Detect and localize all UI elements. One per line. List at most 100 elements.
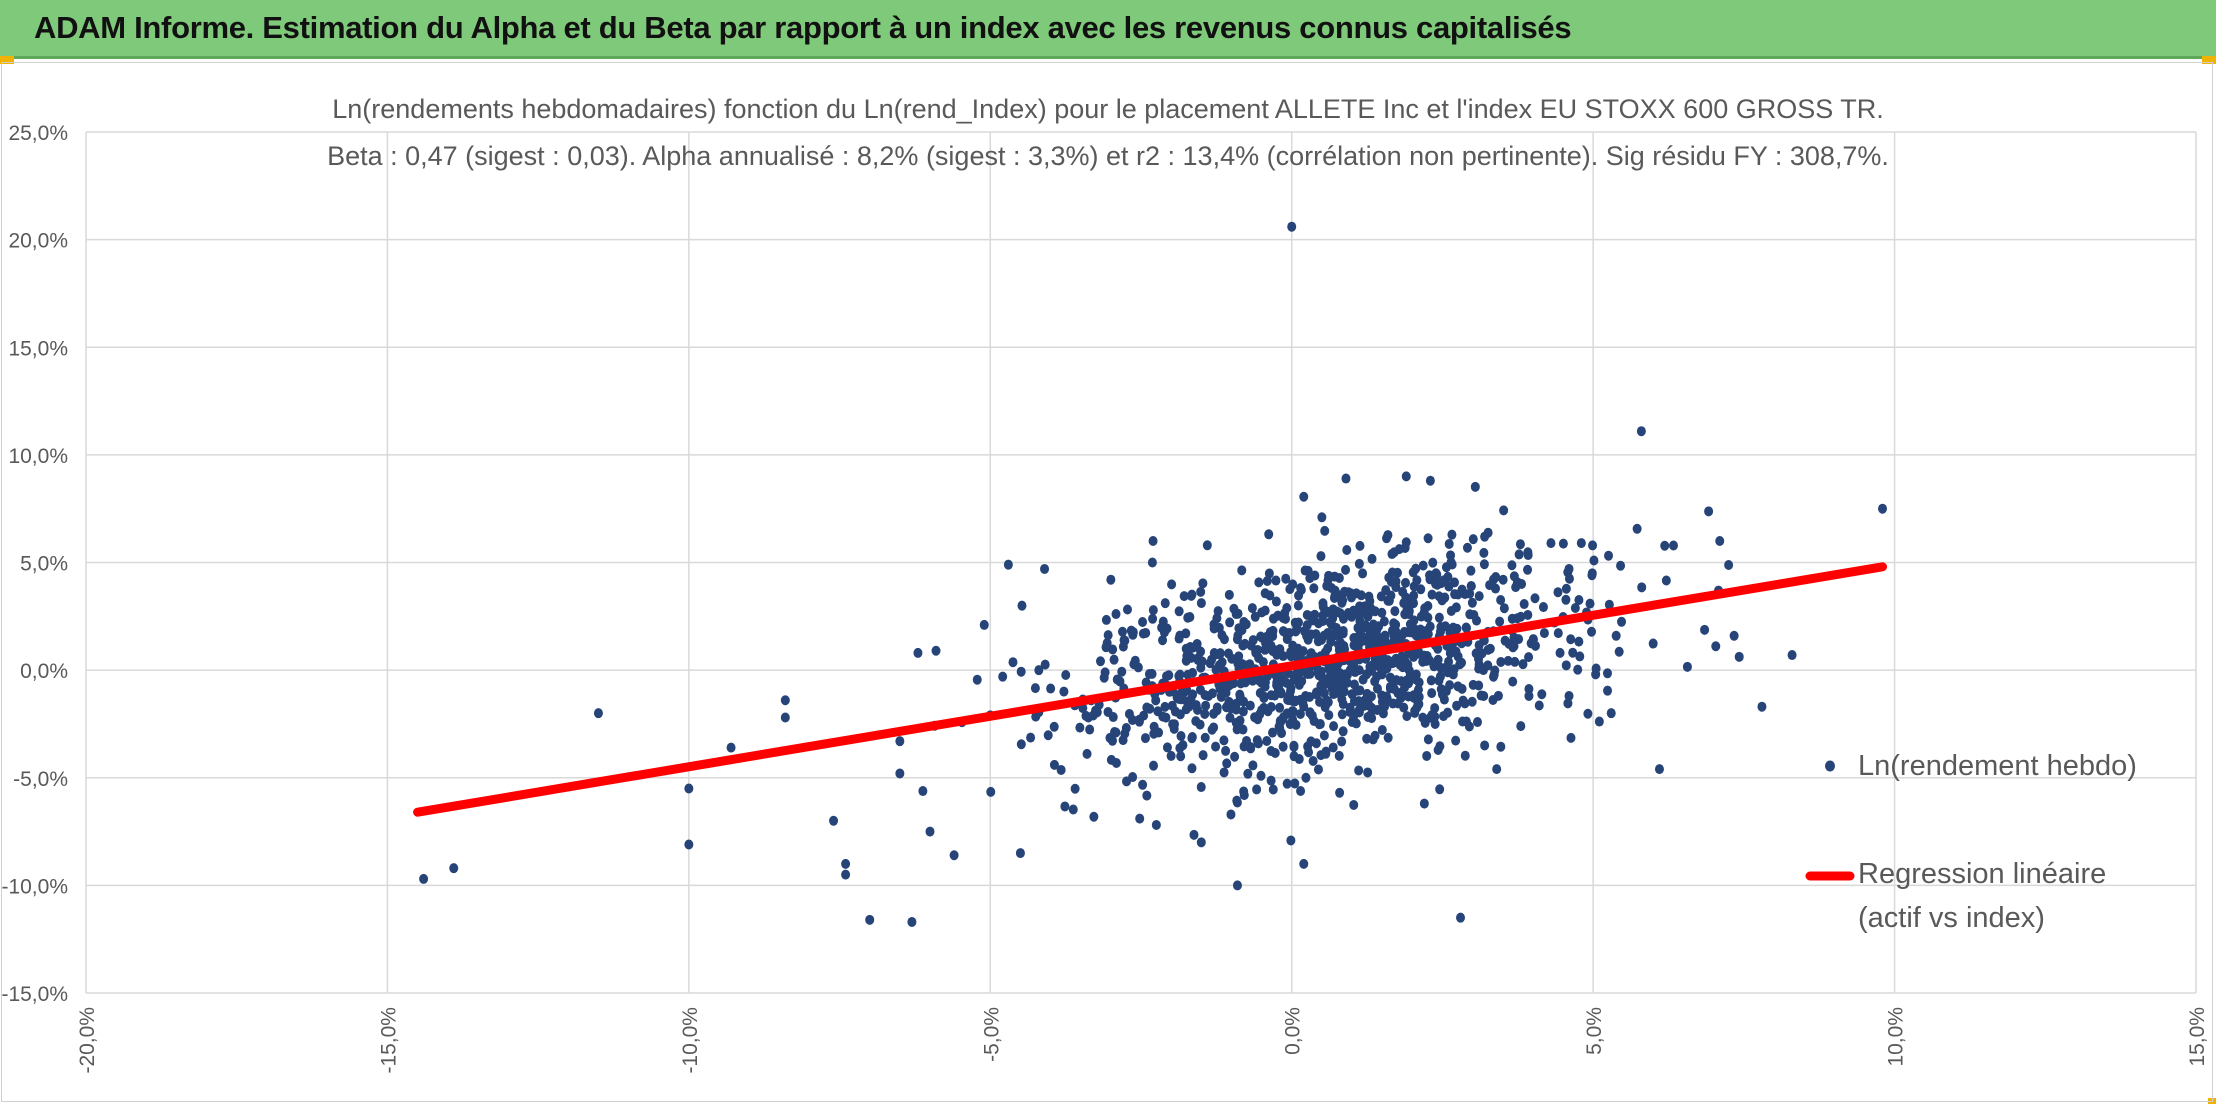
data-point	[1414, 677, 1424, 688]
data-point	[1425, 621, 1435, 632]
data-point	[1103, 706, 1113, 717]
data-point	[841, 858, 851, 869]
data-point	[1232, 880, 1242, 891]
data-point	[1587, 626, 1597, 637]
data-point	[1370, 730, 1380, 741]
data-point	[1573, 664, 1583, 675]
data-point	[1632, 523, 1642, 534]
data-point	[1268, 613, 1278, 624]
data-point	[1380, 698, 1390, 709]
data-point	[1260, 677, 1270, 688]
data-point	[1191, 716, 1201, 727]
data-point	[1434, 675, 1444, 686]
data-point	[1472, 717, 1482, 728]
data-point	[1337, 736, 1347, 747]
chart-frame	[1, 62, 2213, 1102]
data-point	[1164, 670, 1174, 681]
data-point	[1427, 688, 1437, 699]
data-point	[1583, 708, 1593, 719]
data-point	[1217, 657, 1227, 668]
data-point	[1456, 912, 1466, 923]
data-point	[1387, 567, 1397, 578]
data-point	[1359, 700, 1369, 711]
data-point	[1101, 614, 1111, 625]
data-point	[1320, 525, 1330, 536]
legend-markers	[1805, 760, 1855, 881]
data-point	[1233, 652, 1243, 663]
data-point	[1438, 711, 1448, 722]
data-point	[1030, 683, 1040, 694]
data-point	[1637, 582, 1647, 593]
data-point	[1485, 580, 1495, 591]
data-point	[1181, 704, 1191, 715]
data-point	[1376, 657, 1386, 668]
data-point	[1496, 656, 1506, 667]
chart-title-line-2: Beta : 0,47 (sigest : 0,03). Alpha annua…	[327, 141, 1889, 171]
data-point	[913, 647, 923, 658]
data-point	[1317, 512, 1327, 523]
data-point	[1167, 579, 1177, 590]
data-point	[1290, 696, 1300, 707]
data-point	[1534, 700, 1544, 711]
data-point	[1196, 586, 1206, 597]
data-point	[1386, 576, 1396, 587]
data-point	[1452, 623, 1462, 634]
data-point	[1467, 597, 1477, 608]
data-point	[1387, 549, 1397, 560]
scatter-points	[419, 221, 1888, 927]
data-point	[1354, 558, 1364, 569]
data-point	[1404, 609, 1414, 620]
data-point	[1219, 767, 1229, 778]
data-point	[1175, 743, 1185, 754]
data-point	[1060, 801, 1070, 812]
data-point	[1134, 714, 1144, 725]
data-point	[1242, 735, 1252, 746]
data-point	[1181, 655, 1191, 666]
y-tick-label: 0,0%	[20, 660, 68, 683]
data-point	[1278, 714, 1288, 725]
data-point	[1158, 635, 1168, 646]
data-point	[1174, 606, 1184, 617]
data-point	[1661, 575, 1671, 586]
data-point	[1700, 624, 1710, 635]
data-point	[925, 826, 935, 837]
data-point	[1444, 538, 1454, 549]
data-point	[1160, 598, 1170, 609]
data-point	[1016, 739, 1026, 750]
data-point	[979, 619, 989, 630]
data-point	[1299, 858, 1309, 869]
data-point	[1524, 652, 1534, 663]
data-point	[1358, 568, 1368, 579]
data-point	[1151, 819, 1161, 830]
data-point	[1003, 559, 1013, 570]
data-point	[1106, 574, 1116, 585]
data-point	[593, 708, 603, 719]
data-point	[1546, 538, 1556, 549]
data-point	[1017, 600, 1027, 611]
data-point	[1660, 540, 1670, 551]
y-tick-label: 10,0%	[8, 445, 68, 468]
x-tick-label: 5,0%	[1583, 1007, 1606, 1055]
regression-line	[413, 562, 1888, 817]
data-point	[1295, 708, 1305, 719]
data-point	[1085, 724, 1095, 735]
data-point	[1111, 727, 1121, 738]
data-point	[1100, 667, 1110, 678]
data-point	[1268, 646, 1278, 657]
data-point	[1189, 829, 1199, 840]
data-point	[1302, 668, 1312, 679]
data-point	[1153, 706, 1163, 717]
data-point	[1423, 533, 1433, 544]
data-point	[1095, 656, 1105, 667]
data-point	[1360, 601, 1370, 612]
data-point	[1617, 616, 1627, 627]
legend-label-regression-line2: (actif vs index)	[1858, 902, 2045, 934]
data-point	[1059, 686, 1069, 697]
data-point	[1186, 590, 1196, 601]
data-point	[1614, 646, 1624, 657]
chart-title-line-1: Ln(rendements hebdomadaires) fonction du…	[332, 94, 1884, 124]
data-point	[1209, 623, 1219, 634]
data-point	[1256, 770, 1266, 781]
data-point	[1207, 688, 1217, 699]
data-point	[1284, 627, 1294, 638]
